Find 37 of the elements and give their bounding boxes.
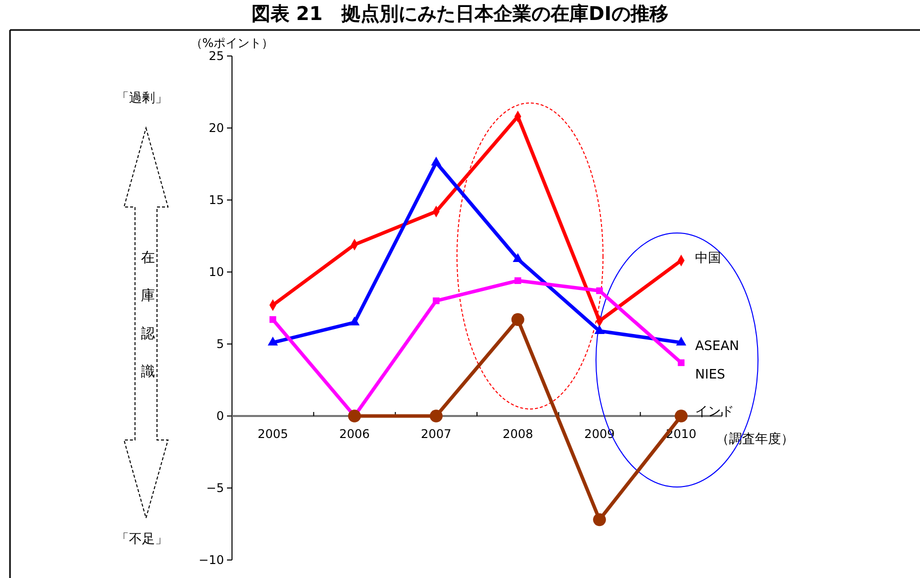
y-tick-label: 5 xyxy=(216,336,224,351)
series-label: NIES xyxy=(695,367,726,382)
x-tick-label: 2007 xyxy=(420,427,452,442)
x-tick-label: 2005 xyxy=(258,427,288,442)
text: 「過剰」 xyxy=(116,91,168,106)
y-tick-label: 20 xyxy=(208,120,224,135)
point xyxy=(514,277,522,284)
y-tick-label: 15 xyxy=(208,192,224,207)
point xyxy=(676,336,686,346)
series-label: ASEAN xyxy=(695,339,740,354)
y-tick-label: 0 xyxy=(216,408,224,423)
point xyxy=(674,410,688,422)
point xyxy=(511,313,524,326)
point xyxy=(678,359,685,366)
series-label: 中国 xyxy=(695,251,722,266)
y-tick-label: 10 xyxy=(208,264,224,279)
text: 在庫認識 xyxy=(141,250,155,380)
point xyxy=(268,336,278,346)
point xyxy=(432,297,440,304)
point xyxy=(512,253,523,262)
point xyxy=(593,513,606,526)
point xyxy=(430,410,443,422)
point xyxy=(349,316,360,326)
text: 「不足」 xyxy=(116,532,168,547)
point xyxy=(596,287,603,294)
chart-title: 図表 21 拠点別にみた日本企業の在庫DIの推移 xyxy=(252,3,668,25)
series-label: インド xyxy=(695,404,734,420)
y-axis-title: （%ポイント） xyxy=(190,36,274,50)
y-tick-label: −5 xyxy=(206,480,224,495)
point xyxy=(594,325,605,334)
point xyxy=(269,316,276,323)
x-tick-label: 2008 xyxy=(502,427,534,442)
point xyxy=(348,410,361,422)
y-tick-label: −10 xyxy=(198,552,224,567)
y-tick-label: 25 xyxy=(208,48,224,63)
x-tick-label: 2006 xyxy=(339,427,370,442)
point xyxy=(431,156,442,166)
